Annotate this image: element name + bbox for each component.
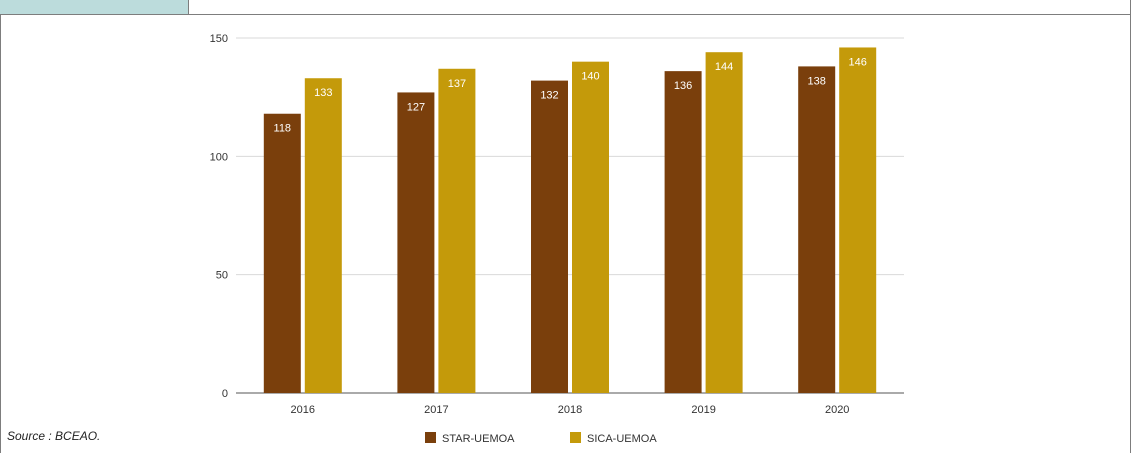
header-row	[0, 0, 1131, 15]
x-axis: 2016 2017 2018 2019 2020	[291, 404, 850, 416]
source-note: Source : BCEAO.	[7, 429, 101, 443]
data-label: 133	[314, 87, 332, 99]
x-tick-label: 2019	[691, 404, 715, 416]
y-tick-label: 0	[222, 388, 228, 400]
bars: 118 133 127 137 132 140 136 144 138 146	[263, 47, 877, 394]
header-tab	[0, 0, 189, 14]
data-label: 137	[448, 78, 466, 90]
data-label: 146	[849, 56, 867, 68]
y-tick-label: 50	[216, 270, 228, 282]
legend-item: SICA-UEMOA	[570, 432, 657, 445]
legend: STAR-UEMOA SICA-UEMOA	[425, 432, 657, 445]
x-tick-label: 2020	[825, 404, 849, 416]
x-tick-label: 2018	[558, 404, 582, 416]
bar-sica-uemoa-2020	[839, 47, 877, 393]
data-label: 140	[581, 71, 599, 83]
grid-lines	[236, 37, 904, 394]
legend-label: SICA-UEMOA	[587, 433, 657, 445]
legend-swatch	[570, 432, 581, 443]
bar-star-uemoa-2018	[531, 80, 568, 393]
bar-star-uemoa-2020	[798, 66, 836, 394]
y-axis: 0 50 100 150	[210, 33, 228, 400]
x-tick-label: 2016	[291, 404, 315, 416]
data-label: 136	[674, 80, 692, 92]
x-tick-label: 2017	[424, 404, 448, 416]
bar-star-uemoa-2017	[397, 92, 435, 393]
data-label: 144	[715, 61, 733, 73]
bar-sica-uemoa-2018	[572, 61, 609, 394]
data-label: 127	[407, 101, 425, 113]
bar-star-uemoa-2019	[664, 71, 702, 393]
bar-star-uemoa-2016	[263, 113, 301, 393]
data-label: 118	[274, 123, 292, 135]
legend-label: STAR-UEMOA	[442, 433, 515, 445]
legend-swatch	[425, 432, 436, 443]
data-label: 132	[540, 90, 558, 102]
y-tick-label: 100	[210, 151, 228, 163]
data-label: 138	[808, 75, 826, 87]
bar-sica-uemoa-2017	[438, 68, 476, 394]
bar-sica-uemoa-2016	[304, 78, 342, 393]
legend-item: STAR-UEMOA	[425, 432, 515, 445]
y-tick-label: 150	[210, 33, 228, 45]
bar-sica-uemoa-2019	[705, 52, 743, 393]
